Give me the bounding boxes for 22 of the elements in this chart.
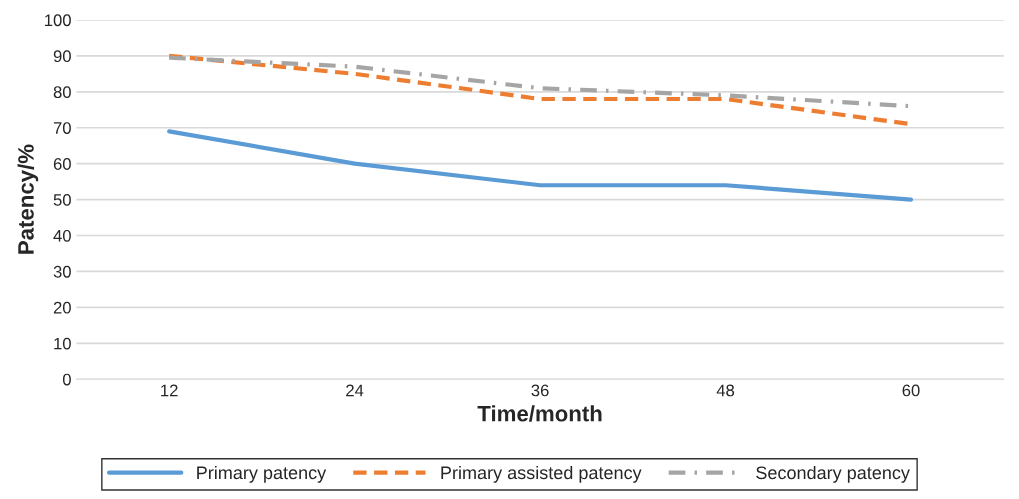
legend-label: Secondary patency xyxy=(756,465,910,483)
y-tick-label: 40 xyxy=(53,229,71,242)
y-tick-label: 20 xyxy=(53,301,71,314)
y-tick-label: 0 xyxy=(62,373,71,386)
legend-label: Primary patency xyxy=(197,465,327,483)
x-tick-label: 60 xyxy=(902,384,920,397)
x-tick-label: 36 xyxy=(531,384,549,397)
y-tick-label: 90 xyxy=(53,50,71,63)
y-tick-label: 100 xyxy=(45,14,71,27)
y-axis-title: Patency/% xyxy=(17,144,39,254)
y-tick-label: 50 xyxy=(53,194,71,206)
legend-label: Primary assisted patency xyxy=(441,465,642,483)
x-tick-label: 24 xyxy=(346,384,364,397)
y-tick-label: 10 xyxy=(54,337,71,350)
y-tick-label: 70 xyxy=(53,122,71,134)
y-tick-label: 30 xyxy=(53,265,71,278)
x-tick-label: 12 xyxy=(161,384,178,397)
y-tick-label: 60 xyxy=(53,158,71,170)
x-axis-title: Time/month xyxy=(477,405,602,422)
line-series xyxy=(167,129,914,202)
x-tick-label: 48 xyxy=(716,384,735,397)
y-tick-label: 80 xyxy=(53,86,71,99)
